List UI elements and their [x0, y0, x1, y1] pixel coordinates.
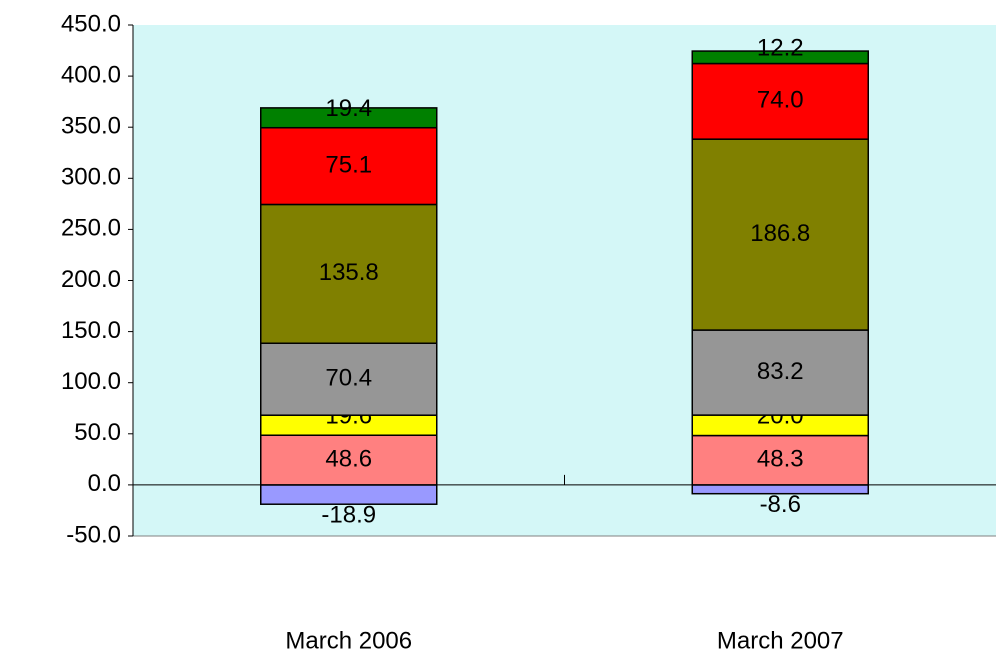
bar-segment [691, 138, 869, 331]
bar-segment [691, 62, 869, 140]
data-label: 135.8 [319, 259, 379, 286]
data-label: 186.8 [750, 220, 810, 247]
bar-segment [260, 203, 438, 345]
data-label: 74.0 [757, 87, 804, 114]
data-label: -18.9 [321, 502, 376, 529]
data-label: 48.6 [325, 445, 372, 472]
y-tick-label: 350.0 [61, 113, 121, 140]
bar-segment [260, 107, 438, 129]
y-tick-label: 0.0 [88, 470, 121, 497]
data-label: 70.4 [325, 365, 372, 392]
x-tick-label: March 2007 [717, 627, 844, 654]
y-tick-label: 250.0 [61, 215, 121, 242]
y-tick-label: 300.0 [61, 164, 121, 191]
y-tick-label: 50.0 [74, 419, 121, 446]
y-tick-label: 450.0 [61, 10, 121, 37]
y-tick-label: -50.0 [66, 521, 121, 548]
data-label: 48.3 [757, 446, 804, 473]
bar-segment [691, 50, 869, 65]
y-tick-label: 400.0 [61, 61, 121, 88]
y-tick-label: 100.0 [61, 368, 121, 395]
y-tick-label: 150.0 [61, 317, 121, 344]
data-label: 19.4 [325, 95, 372, 122]
y-tick-label: 200.0 [61, 266, 121, 293]
data-label: -8.6 [760, 491, 801, 518]
data-label: 83.2 [757, 358, 804, 385]
bar-segment [691, 434, 869, 486]
bar-segment [260, 126, 438, 206]
data-label: 75.1 [325, 151, 372, 178]
bar-segment [260, 342, 438, 416]
x-tick-label: March 2006 [285, 627, 412, 654]
bar-segment [691, 329, 869, 416]
data-label: 12.2 [757, 35, 804, 62]
